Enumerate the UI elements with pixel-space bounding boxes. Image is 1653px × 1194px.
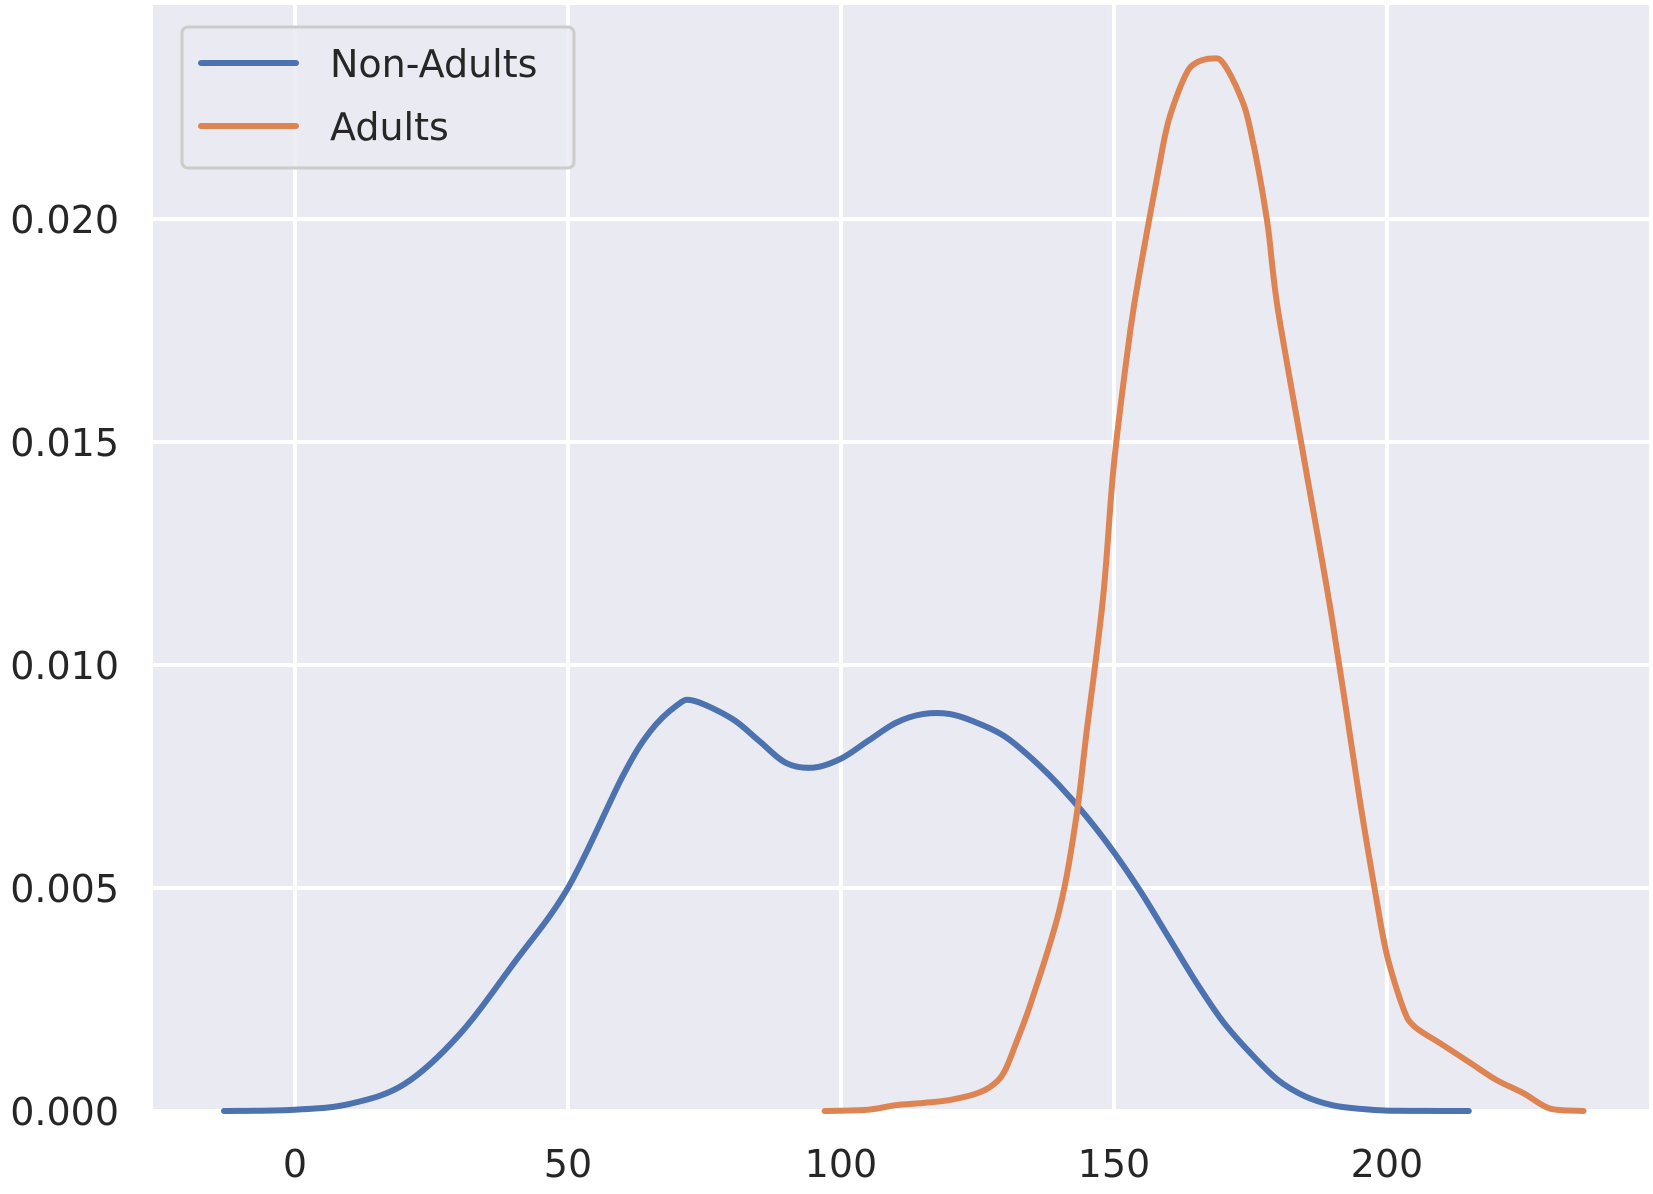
y-tick-label: 0.010 [10,644,119,688]
series-line-adults [821,55,1587,1114]
x-tick-label: 50 [544,1142,592,1186]
x-tick-label: 100 [805,1142,878,1186]
x-grid-lines [292,5,1389,1111]
plot-background [153,5,1649,1111]
x-tick-label: 200 [1351,1142,1424,1186]
y-tick-labels: 0.000 0.005 0.010 0.015 0.020 [10,198,119,1134]
series-lines [221,55,1587,1114]
legend-label-non-adults: Non-Adults [330,42,537,86]
x-tick-labels: 0 50 100 150 200 [283,1142,1423,1186]
series-line-non-adults [221,696,1472,1114]
legend: Non-Adults Adults [180,25,576,170]
x-tick-label: 0 [283,1142,307,1186]
y-tick-label: 0.000 [10,1090,119,1134]
x-tick-label: 150 [1078,1142,1151,1186]
legend-label-adults: Adults [330,105,449,149]
y-tick-label: 0.020 [10,198,119,242]
y-tick-label: 0.005 [10,867,119,911]
y-tick-label: 0.015 [10,421,119,465]
